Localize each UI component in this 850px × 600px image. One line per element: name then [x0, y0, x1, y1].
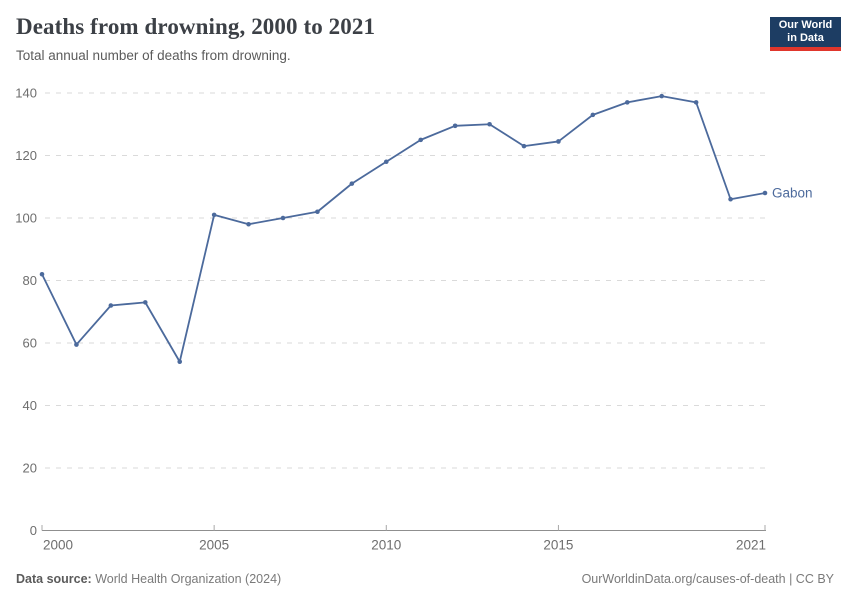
data-point-marker — [211, 212, 217, 218]
owid-logo-line2: in Data — [787, 32, 824, 44]
chart-header: Deaths from drowning, 2000 to 2021 Total… — [16, 14, 750, 63]
series-line — [41, 95, 766, 363]
data-point-marker — [349, 181, 355, 186]
data-source: Data source: World Health Organization (… — [16, 572, 281, 586]
x-tick-label: 2015 — [543, 538, 573, 553]
x-tick-label: 2005 — [199, 538, 229, 553]
data-point-marker — [418, 137, 424, 143]
y-tick-label: 0 — [30, 523, 37, 538]
y-tick-label: 80 — [23, 273, 37, 288]
data-point-marker — [315, 209, 320, 215]
chart-subtitle: Total annual number of deaths from drown… — [16, 48, 291, 63]
data-point-marker — [728, 196, 733, 202]
owid-logo[interactable]: Our World in Data — [770, 17, 841, 51]
data-point-marker — [624, 100, 630, 105]
data-source-label: Data source: — [16, 572, 92, 586]
data-point-marker — [521, 143, 527, 149]
chart-footer: Data source: World Health Organization (… — [16, 572, 834, 586]
data-point-marker — [246, 221, 251, 227]
data-point-marker — [556, 139, 561, 144]
x-tick-label: 2021 — [736, 538, 766, 553]
data-point-marker — [590, 112, 596, 118]
data-source-value: World Health Organization (2024) — [95, 572, 282, 586]
owid-logo-line1: Our World — [778, 19, 833, 31]
chart-title: Deaths from drowning, 2000 to 2021 — [16, 14, 376, 39]
y-tick-label: 140 — [15, 86, 37, 101]
data-point-marker — [487, 121, 492, 127]
data-point-marker — [659, 93, 665, 99]
data-point-marker — [39, 271, 45, 277]
x-tick-label: 2010 — [371, 538, 401, 553]
data-point-marker — [74, 342, 79, 347]
data-point-marker — [693, 100, 699, 105]
y-tick-label: 40 — [23, 398, 37, 413]
data-point-marker — [280, 215, 286, 221]
entity-label: Gabon — [772, 186, 813, 201]
data-point-marker — [383, 159, 389, 165]
y-tick-label: 100 — [15, 211, 37, 226]
data-point-marker — [177, 359, 183, 365]
data-point-marker — [108, 303, 114, 308]
data-point-marker — [142, 300, 148, 305]
y-tick-label: 60 — [23, 336, 37, 351]
x-tick-label: 2000 — [43, 538, 73, 553]
y-tick-label: 20 — [23, 461, 37, 476]
credit-link[interactable]: OurWorldinData.org/causes-of-death | CC … — [581, 572, 834, 586]
data-point-marker — [762, 190, 768, 196]
y-tick-label: 120 — [15, 148, 37, 163]
data-point-marker — [452, 123, 458, 129]
